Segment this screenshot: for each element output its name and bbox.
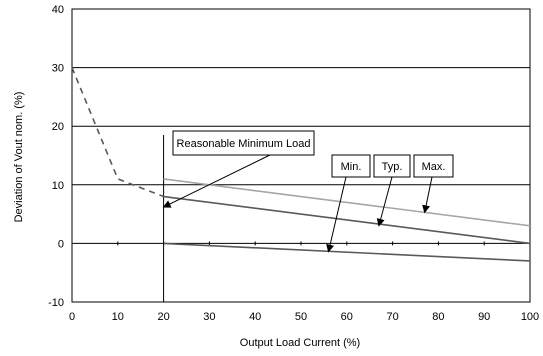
x-tick-label: 80	[432, 311, 444, 323]
tick-layer: -10 0 10 20 30 40 0 10 20 30 40 50 60 70 80 90 100	[48, 4, 539, 323]
x-tick-label: 100	[521, 311, 539, 323]
x-tick-label: 90	[478, 311, 490, 323]
annotation-box-min	[331, 154, 371, 178]
annotation-box-typ	[373, 154, 411, 178]
annotation-label-max: Max.	[422, 161, 446, 173]
y-tick-label: 40	[52, 4, 64, 16]
x-tick-label: 50	[295, 311, 307, 323]
x-tick-label: 30	[203, 311, 215, 323]
y-tick-label: -10	[48, 297, 64, 309]
y-tick-label: 30	[52, 63, 64, 75]
annotation-arrow-typ	[376, 176, 393, 227]
series-layer	[71, 67, 531, 302]
annotation-layer: Reasonable Minimum Load Min. Typ. Max.	[162, 130, 454, 253]
grid-layer	[71, 8, 531, 303]
x-axis-title: Output Load Current (%)	[240, 337, 360, 349]
annotation-box-max	[413, 154, 454, 178]
y-tick-label: 10	[52, 180, 64, 192]
x-tick-label: 60	[341, 311, 353, 323]
x-tick-label: 70	[386, 311, 398, 323]
annotation-label-typ: Typ.	[382, 161, 403, 173]
plot-frame	[71, 8, 531, 303]
annotation-arrow-min	[326, 176, 347, 253]
series-line-below-minimum-load	[71, 67, 164, 198]
x-tick-label: 10	[112, 311, 124, 323]
y-tick-label: 20	[52, 121, 64, 133]
y-tick-label: 0	[58, 238, 64, 250]
annotation-arrow-max	[422, 176, 433, 214]
x-tick-label: 20	[157, 311, 169, 323]
annotation-box-minimum-load	[172, 130, 315, 156]
series-line-min	[163, 242, 531, 262]
annotation-label-minimum-load: Reasonable Minimum Load	[177, 138, 311, 150]
annotation-arrow-minimum-load	[162, 154, 271, 208]
x-tick-label: 0	[69, 311, 75, 323]
series-line-max	[163, 178, 531, 227]
y-axis-title: Deviation of Vout nom. (%)	[13, 92, 25, 223]
x-tick-label: 40	[249, 311, 261, 323]
series-line-typ	[163, 195, 531, 245]
annotation-label-min: Min.	[341, 161, 362, 173]
